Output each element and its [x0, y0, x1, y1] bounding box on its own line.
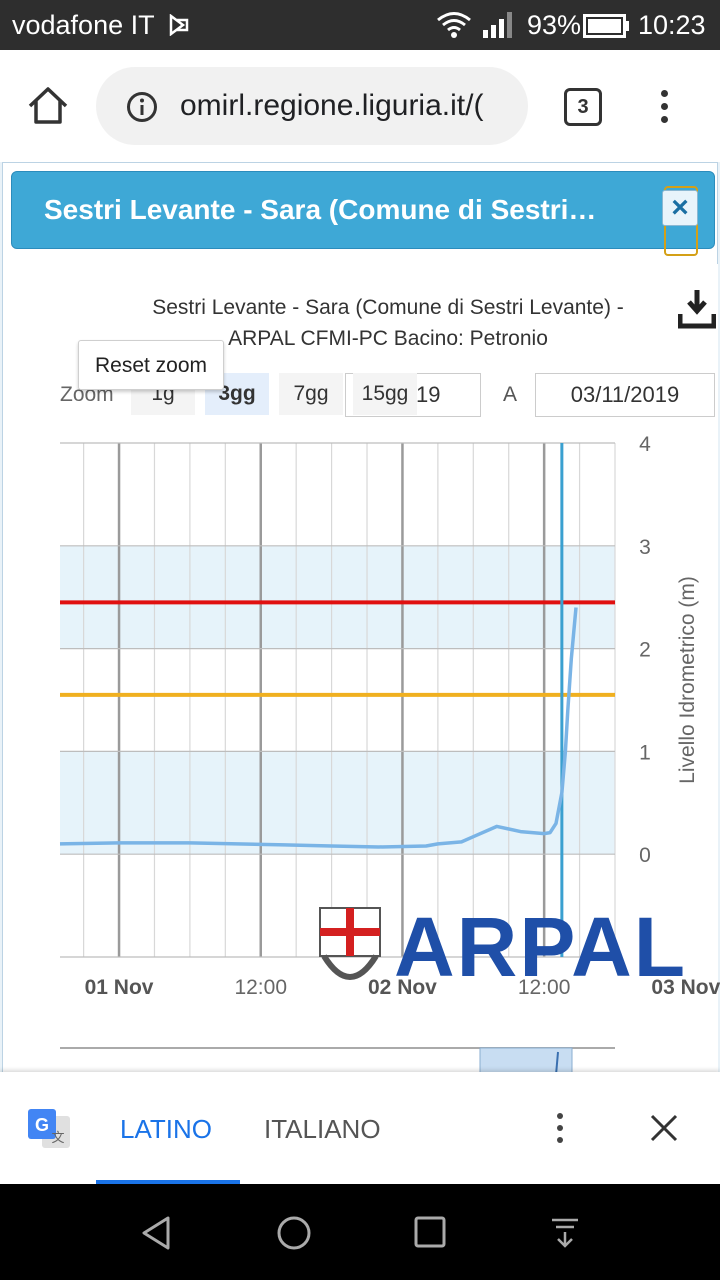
translate-menu-icon[interactable]	[548, 1110, 572, 1150]
status-bar: vodafone IT 93% 10:23	[0, 0, 720, 50]
x-tick-label: 12:00	[518, 976, 571, 999]
y-tick-label: 3	[639, 536, 651, 559]
x-tick-label: 02 Nov	[368, 976, 437, 999]
plot-band	[60, 443, 615, 546]
arpal-logo-text: ARPAL	[394, 900, 687, 994]
panel-header: Sestri Levante - Sara (Comune di Sestri…	[11, 171, 715, 249]
logo-arc	[321, 954, 379, 980]
signal-icon	[483, 12, 512, 38]
water-level-chart: 4 3 2 1 0 Livello Idrometrico (m) 01 Nov 12:00 0…	[59, 433, 720, 1080]
translate-bar: G 文 LATINO ITALIANO	[0, 1072, 720, 1184]
zoom-7gg-button[interactable]: 7gg	[279, 373, 343, 415]
active-tab-indicator	[96, 1180, 240, 1184]
y-axis-label: Livello Idrometrico (m)	[676, 576, 699, 784]
translate-close-icon[interactable]	[648, 1112, 680, 1144]
y-tick-label: 4	[639, 433, 651, 456]
to-date-input[interactable]: 03/11/2019	[535, 373, 715, 417]
info-icon[interactable]	[126, 91, 158, 123]
x-tick-label: 12:00	[234, 976, 287, 999]
panel-title: Sestri Levante - Sara (Comune di Sestri…	[44, 194, 597, 225]
carrier-label: vodafone IT	[12, 10, 155, 40]
x-tick-label: 01 Nov	[85, 976, 154, 999]
svg-text:文: 文	[51, 1131, 64, 1146]
target-language-tab[interactable]: ITALIANO	[264, 1114, 381, 1144]
navigator-series	[555, 1051, 559, 1076]
chart-title: Sestri Levante - Sara (Comune di Sestri …	[128, 292, 648, 354]
wifi-icon	[437, 12, 471, 38]
navigation-bar	[0, 1184, 720, 1280]
source-language-tab[interactable]: LATINO	[120, 1114, 212, 1144]
to-label: A	[503, 383, 518, 406]
back-icon[interactable]	[138, 1214, 176, 1252]
address-bar[interactable]: omirl.regione.liguria.it/(	[96, 67, 528, 145]
download-icon[interactable]	[678, 288, 716, 330]
browser-toolbar: omirl.regione.liguria.it/( 3	[0, 50, 720, 162]
url-text: omirl.regione.liguria.it/(	[180, 89, 484, 122]
reset-zoom-button[interactable]: Reset zoom	[78, 340, 224, 390]
clock: 10:23	[638, 10, 706, 40]
y-tick-label: 1	[639, 741, 651, 764]
close-button[interactable]: ×	[662, 190, 698, 226]
recent-apps-icon[interactable]	[412, 1214, 448, 1250]
series-line	[59, 607, 578, 849]
y-tick-label: 2	[639, 639, 651, 662]
home-nav-icon[interactable]	[275, 1214, 313, 1252]
chart-title-line2: ARPAL CFMI-PC Bacino: Petronio	[228, 327, 548, 350]
plot-band	[60, 751, 615, 855]
y-tick-label: 0	[639, 844, 651, 867]
x-tick-label: 03 Nov	[651, 976, 720, 999]
home-icon[interactable]	[26, 84, 70, 128]
nfc-icon	[169, 14, 189, 36]
chart-title-line1: Sestri Levante - Sara (Comune di Sestri …	[152, 296, 624, 319]
battery-icon	[583, 14, 629, 38]
plot-band	[60, 648, 615, 752]
svg-text:G: G	[35, 1115, 49, 1135]
zoom-15gg-button[interactable]: 15gg	[353, 373, 417, 415]
tab-switcher-button[interactable]: 3	[564, 88, 602, 126]
browser-menu-icon[interactable]	[652, 86, 676, 132]
notifications-pull-icon[interactable]	[548, 1214, 582, 1250]
battery-percent: 93%	[527, 10, 582, 40]
google-translate-icon[interactable]: G 文	[26, 1106, 72, 1152]
logo-cross-horizontal	[320, 928, 380, 936]
plot-band	[60, 545, 615, 649]
